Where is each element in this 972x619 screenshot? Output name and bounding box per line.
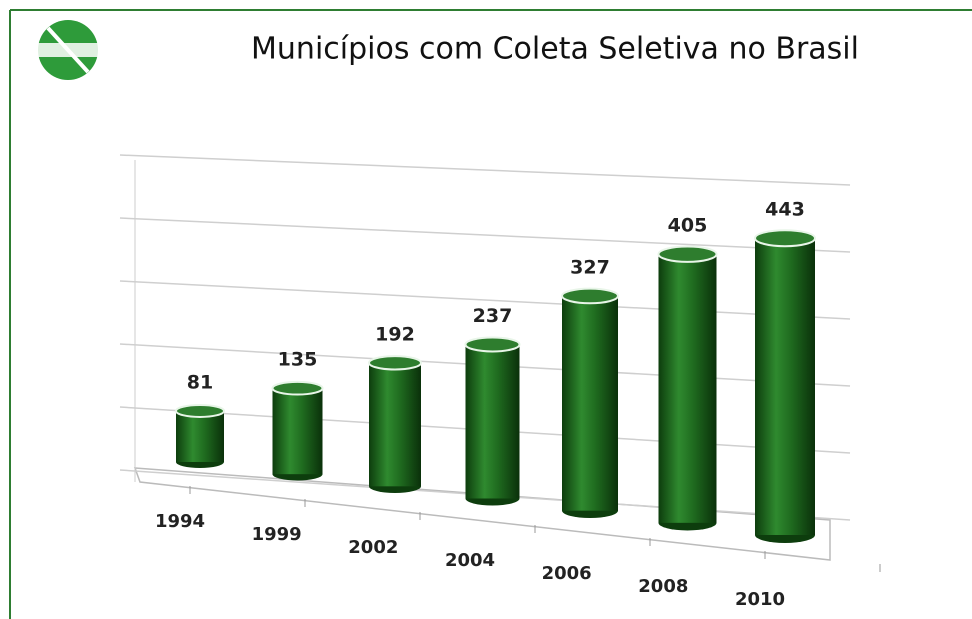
value-label: 443 (765, 199, 805, 221)
bar (465, 344, 520, 499)
bar-top (271, 380, 324, 396)
value-label: 192 (375, 323, 415, 345)
bar (369, 362, 421, 487)
value-label: 327 (570, 256, 610, 278)
value-label: 405 (668, 215, 708, 237)
bar (658, 254, 717, 523)
x-tick-label: 2006 (542, 563, 592, 584)
x-tick-label: 2008 (638, 576, 688, 597)
x-tick-label: 2004 (445, 550, 495, 571)
bar-top (657, 245, 718, 263)
x-tick-label: 1994 (155, 511, 205, 532)
value-label: 135 (278, 349, 318, 371)
x-tick-label: 2002 (348, 537, 398, 558)
value-label: 237 (473, 305, 513, 327)
bar (272, 388, 323, 475)
grid-line (119, 280, 851, 320)
chart-title: Municípios com Coleta Seletiva no Brasil (251, 32, 859, 67)
bar-top (175, 403, 225, 418)
grid-line (119, 217, 851, 253)
value-label: 81 (187, 371, 213, 393)
bar (562, 295, 618, 511)
bar-top (754, 229, 816, 248)
bar-top (561, 287, 619, 305)
bar (755, 238, 815, 535)
grid-line (119, 154, 851, 186)
bar-top (368, 355, 422, 371)
logo (28, 20, 108, 80)
x-tick-label: 2010 (735, 589, 785, 610)
bar-top (464, 336, 521, 353)
bar (176, 410, 224, 462)
x-tick-label: 1999 (252, 524, 302, 545)
